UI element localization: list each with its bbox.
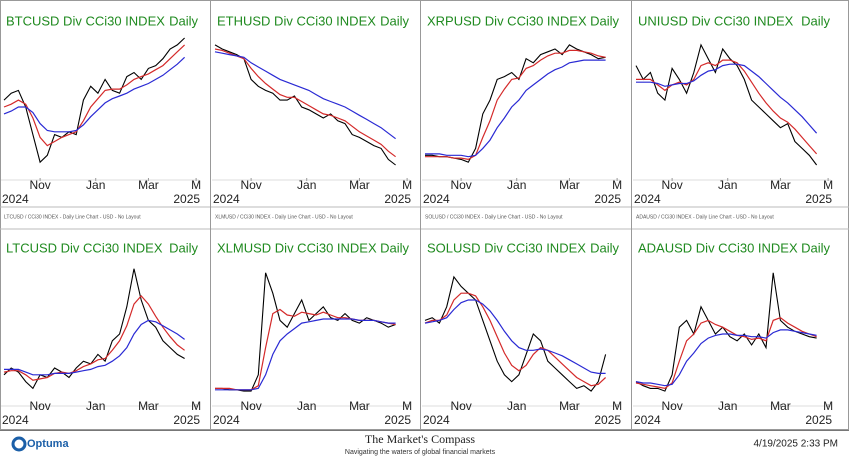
timestamp: 4/19/2025 2:33 PM	[753, 439, 838, 450]
year-label: 2024	[423, 413, 450, 427]
interval: Daily	[590, 240, 619, 255]
series-line	[425, 59, 606, 158]
series-line	[635, 329, 817, 387]
x-tick-label: Nov	[661, 399, 682, 413]
x-tick-label: Nov	[661, 178, 682, 192]
x-tick-label: Jan	[507, 178, 526, 192]
chart-title: XRPUSD Div CCi30 INDEX	[427, 13, 587, 28]
interval: Daily	[169, 240, 198, 255]
logo: Optuma	[27, 438, 69, 450]
series-line	[635, 272, 817, 392]
logo-icon	[11, 436, 27, 452]
chart-title: ADAUSD Div CCi30 INDEX	[638, 240, 798, 255]
series-line	[3, 268, 185, 390]
series-line	[635, 317, 817, 390]
year-label: 2025	[805, 192, 832, 206]
x-tick-label: Jan	[297, 178, 316, 192]
series-line	[214, 44, 396, 166]
year-label: 2025	[594, 192, 621, 206]
series-line	[424, 292, 607, 387]
x-tick-label: Jan	[718, 399, 737, 413]
series-line	[3, 294, 185, 381]
x-tick-label: M	[612, 178, 622, 192]
series-line	[4, 319, 185, 376]
series-line	[636, 63, 818, 134]
x-tick-label: Nov	[240, 399, 261, 413]
series-line	[425, 49, 606, 161]
series-line	[215, 318, 396, 391]
x-tick-label: Jan	[718, 178, 737, 192]
series-line	[214, 51, 396, 140]
x-tick-label: Jan	[507, 399, 526, 413]
year-label: 2024	[634, 413, 661, 427]
x-tick-label: Jan	[86, 178, 105, 192]
year-label: 2025	[173, 192, 200, 206]
year-label: 2024	[213, 413, 240, 427]
x-tick-label: M	[823, 399, 833, 413]
x-tick-label: Mar	[559, 399, 580, 413]
series-line	[3, 44, 186, 147]
series-line	[3, 37, 185, 164]
x-tick-label: Nov	[29, 399, 50, 413]
year-label: 2025	[805, 413, 832, 427]
year-label: 2024	[423, 192, 450, 206]
chart-title: SOLUSD Div CCi30 INDEX	[427, 240, 586, 255]
year-label: 2024	[2, 192, 29, 206]
x-tick-label: Jan	[297, 399, 316, 413]
interval: Daily	[801, 13, 830, 28]
x-tick-label: Nov	[240, 178, 261, 192]
interval: Daily	[590, 13, 619, 28]
interval: Daily	[380, 13, 409, 28]
year-label: 2025	[173, 413, 200, 427]
x-tick-label: Mar	[349, 399, 370, 413]
x-tick-label: Mar	[349, 178, 370, 192]
x-tick-label: M	[823, 178, 833, 192]
panel-header: ADAUSD / CCi30 INDEX - Daily Line Chart …	[636, 214, 774, 220]
chart-title: UNIUSD Div CCi30 INDEX	[638, 13, 794, 28]
year-label: 2024	[2, 413, 29, 427]
chart-title: BTCUSD Div CCi30 INDEX	[6, 13, 165, 28]
year-label: 2025	[384, 413, 411, 427]
panel-header: XLMUSD / CCi30 INDEX - Daily Line Chart …	[215, 214, 353, 220]
series-line	[214, 48, 396, 158]
x-tick-label: Mar	[138, 399, 159, 413]
x-tick-label: Mar	[770, 399, 791, 413]
x-tick-label: Nov	[450, 178, 471, 192]
x-tick-label: Nov	[450, 399, 471, 413]
series-line	[636, 59, 818, 155]
series-line	[424, 299, 606, 374]
year-label: 2024	[634, 192, 661, 206]
series-line	[215, 272, 396, 392]
interval: Daily	[380, 240, 409, 255]
interval: Daily	[169, 13, 198, 28]
series-line	[3, 56, 186, 133]
x-tick-label: Jan	[86, 399, 105, 413]
year-label: 2024	[213, 192, 240, 206]
x-tick-label: Mar	[559, 178, 580, 192]
panel-header: LTCUSD / CCi30 INDEX - Daily Line Chart …	[4, 214, 141, 220]
chart-title: ETHUSD Div CCi30 INDEX	[217, 13, 376, 28]
x-tick-label: M	[191, 178, 201, 192]
x-tick-label: M	[402, 399, 412, 413]
panel-header: SOLUSD / CCi30 INDEX - Daily Line Chart …	[425, 214, 563, 220]
x-tick-label: Nov	[29, 178, 50, 192]
x-tick-label: M	[612, 399, 622, 413]
x-tick-label: Mar	[138, 178, 159, 192]
x-tick-label: M	[402, 178, 412, 192]
x-tick-label: M	[191, 399, 201, 413]
interval: Daily	[801, 240, 830, 255]
footer-title: The Market's Compass	[365, 432, 475, 446]
footer-subtitle: Navigating the waters of global financia…	[345, 449, 496, 456]
series-line	[635, 43, 818, 166]
year-label: 2025	[594, 413, 621, 427]
year-label: 2025	[384, 192, 411, 206]
series-line	[424, 275, 607, 392]
x-tick-label: Mar	[770, 178, 791, 192]
chart-title: LTCUSD Div CCi30 INDEX	[6, 240, 163, 255]
chart-title: XLMUSD Div CCi30 INDEX	[217, 240, 377, 255]
